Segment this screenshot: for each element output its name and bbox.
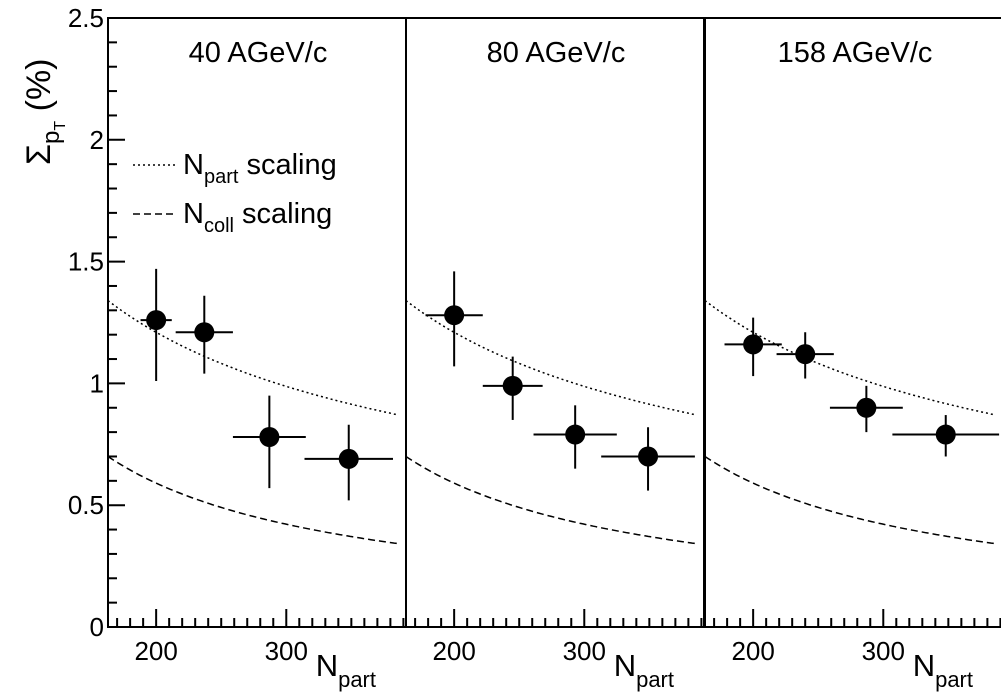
legend-label-2: Ncoll scaling [183, 198, 332, 237]
axes: 0 0.5 1 1.5 2 2.5 200 300 Npart 40 AGeV/c 200 300 Np… [20, 3, 1000, 692]
y-tick-label: 2 [90, 125, 104, 155]
ncoll-scaling-curve [406, 457, 695, 544]
scaling-curves [108, 301, 994, 544]
x-axis-title: Npart [913, 648, 973, 692]
x-axis-title: Npart [316, 648, 376, 692]
data-point-marker [259, 427, 279, 447]
data-point-marker [856, 398, 876, 418]
panel-frames [108, 18, 1001, 627]
panel-title-2: 80 AGeV/c [487, 37, 626, 69]
data-point-marker [444, 305, 464, 325]
data-point-marker [936, 425, 956, 445]
data-points [141, 269, 1000, 500]
legend-label-1: Npart scaling [183, 149, 337, 188]
data-point-marker [339, 449, 359, 469]
panel-title-1: 40 AGeV/c [189, 37, 328, 69]
x-tick-label: 200 [731, 636, 774, 666]
x-tick-label: 300 [862, 636, 905, 666]
legend: Npart scaling Ncoll scaling [133, 149, 337, 237]
npart-scaling-curve [705, 301, 994, 415]
panel-frame-3 [705, 18, 1001, 627]
y-tick-label: 0.5 [68, 490, 104, 520]
y-tick-label: 2.5 [68, 3, 104, 33]
data-point-marker [638, 446, 658, 466]
ncoll-scaling-curve [108, 457, 397, 544]
x-tick-label: 200 [134, 636, 177, 666]
y-tick-label: 1.5 [68, 247, 104, 277]
y-axis-title: ΣpT (%) [20, 59, 69, 166]
y-tick-label: 1 [90, 368, 104, 398]
x-axis-title: Npart [614, 648, 674, 692]
x-tick-label: 200 [432, 636, 475, 666]
data-point-marker [795, 344, 815, 364]
data-point-marker [194, 322, 214, 342]
data-point-marker [743, 334, 763, 354]
x-tick-label: 300 [563, 636, 606, 666]
data-point-marker [565, 425, 585, 445]
y-tick-label: 0 [90, 612, 104, 642]
data-point-marker [503, 376, 523, 396]
x-tick-label: 300 [265, 636, 308, 666]
ncoll-scaling-curve [705, 457, 994, 544]
data-point-marker [146, 310, 166, 330]
panel-title-3: 158 AGeV/c [778, 37, 933, 69]
